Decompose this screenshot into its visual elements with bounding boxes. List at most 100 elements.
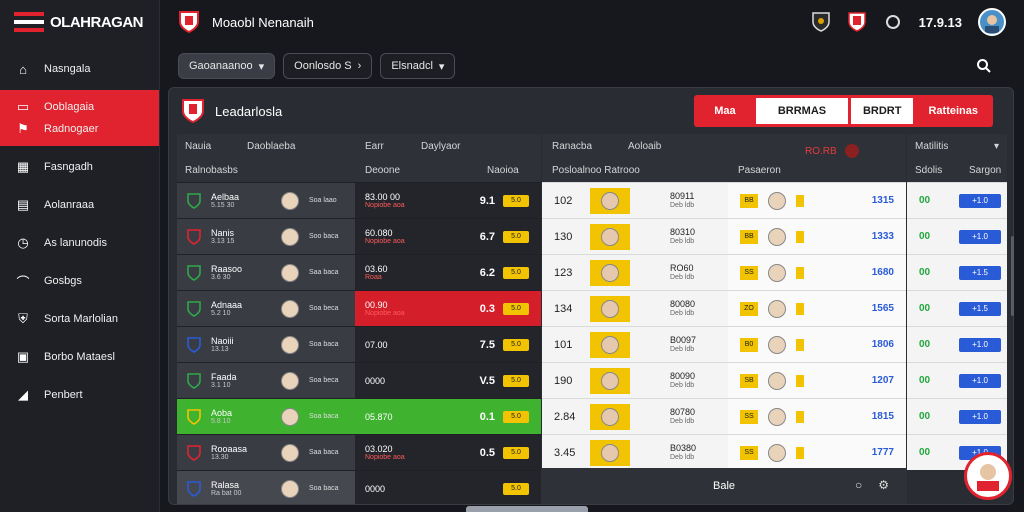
player-info: 80080 Deb ldb [670,299,695,319]
search-icon[interactable] [976,58,992,74]
table-row[interactable]: 00 +1.0 [907,326,1007,362]
score-value: 03.60 [365,264,388,274]
power-icon[interactable] [883,12,903,32]
odds-button[interactable]: 5.0 [503,374,529,387]
table-row[interactable]: SS 1777 [728,434,906,470]
header-alert[interactable]: RO.RB [805,144,859,158]
rating-badge: BB [740,193,758,208]
refresh-icon[interactable]: ○ [854,478,863,492]
table-row[interactable]: Naoiii 13.13 Soa baca 07.00 7.5 5.0 [177,326,541,362]
table-row[interactable]: B0 1806 [728,326,906,362]
team-name: Ralasa [211,480,240,490]
handicap-button[interactable]: +1.0 [959,337,1001,352]
scrollbar[interactable] [1011,236,1014,316]
table-row[interactable]: ZO 1565 [728,290,906,326]
shield-icon: ⛨ [18,311,28,326]
settings-icon[interactable]: ⚙ [878,478,889,492]
table-row[interactable]: 00 +1.0 [907,362,1007,398]
table-row[interactable]: Ralasa Ra bat 00 Soa baca 0000 5.0 [177,470,541,504]
sidebar-item-sorta[interactable]: ⛨ Sorta Marlolian [0,300,159,338]
club-badge-red-icon[interactable] [847,11,867,33]
player-info: B0097 Deb ldb [670,335,696,355]
user-avatar[interactable] [978,8,1006,36]
filter-dropdown-3[interactable]: Elsnadcl ▾ [380,53,456,79]
player-name: Soo baca [309,233,339,240]
handicap-button[interactable]: +1.0 [959,373,1001,388]
sidebar-item-fasngadh[interactable]: ▦ Fasngadh [0,148,159,186]
table-row[interactable]: Nanis 3.13 15 Soo baca 60.080 Nopiobe aoa 6.7… [177,218,541,254]
sidebar-item-aslanunodis[interactable]: ◷ As lanunodis [0,224,159,262]
team-name: Adnaaa [211,300,243,310]
tab-brrmas[interactable]: BRRMAS [755,98,848,124]
filter-dropdown-1[interactable]: Gaoanaanoo ▾ [178,53,276,79]
chevron-down-icon[interactable]: ▾ [993,140,999,152]
clock-time: 17.9.13 [918,14,962,30]
table-row[interactable]: 00 +1.0 [907,218,1007,254]
handicap-button[interactable]: +1.5 [959,265,1001,280]
team-shield-icon [187,336,201,353]
table-row[interactable]: SS 1680 [728,254,906,290]
odds-button[interactable]: 5.0 [503,302,529,315]
sidebar-item-borbo[interactable]: ▣ Borbo Mataesl [0,338,159,376]
handicap-button[interactable]: +1.5 [959,301,1001,316]
score-cell: 05.870 [365,412,393,422]
team-shield-icon [187,408,201,425]
table-row[interactable]: Raasoo 3.6 30 Saa baca 03.60 Roaa 6.2 5.0 [177,254,541,290]
team-shield-icon [187,264,201,281]
odds-button[interactable]: 5.0 [503,482,529,495]
grid-icon: ▣ [16,349,30,364]
floating-player-avatar[interactable] [964,452,1012,500]
sidebar-item-label: Penbert [44,389,83,401]
team-cell: Nanis 3.13 15 [211,228,234,245]
sidebar-item-home[interactable]: ⌂ Nasngala [0,50,159,88]
club-badge-icon[interactable] [811,11,831,33]
table-row[interactable]: 00 +1.0 [907,398,1007,434]
table-row[interactable]: BB 1315 [728,182,906,218]
odds-button[interactable]: 5.0 [503,446,529,459]
sidebar-item-active-group[interactable]: ▭ ⚑ Ooblagaia Radnogaer [0,90,159,146]
table-row[interactable]: SS 1815 [728,398,906,434]
score-note: Nopiobe aoa [365,310,405,317]
sidebar: OLAHRAGAN ⌂ Nasngala ▭ ⚑ Ooblagaia Radno… [0,0,160,512]
table-row[interactable]: 00 +1.5 [907,290,1007,326]
chart-icon: ▤ [16,197,30,212]
tab-maa[interactable]: Maa [714,105,736,117]
rating-badge: BB [740,229,758,244]
odds-button[interactable]: 5.0 [503,410,529,423]
table-row[interactable]: SB 1207 [728,362,906,398]
team-name: Rooaasa [211,444,248,454]
odds-button[interactable]: 5.0 [503,230,529,243]
tab-ratteinas[interactable]: Ratteinas [928,105,978,117]
sidebar-item-aolanraaa[interactable]: ▤ Aolanraaa [0,186,159,224]
filter-dropdown-2[interactable]: Oonlosdo S › [283,53,373,79]
team-name: Raasoo [211,264,243,274]
odds-button[interactable]: 5.0 [503,338,529,351]
handicap-button[interactable]: +1.0 [959,229,1001,244]
table-row[interactable]: Adnaaa 5.2 10 Soa beca 00.90 Nopiobe aoa 0.3 5… [177,290,541,326]
points-value: 1806 [871,339,894,350]
table-row[interactable]: Rooaasa 13.30 Saa baca 03.020 Nopiobe aoa 0.5… [177,434,541,470]
tab-brdrt[interactable]: BRDRT [850,98,914,124]
table-row[interactable]: Aoba 5.8 10 Soa baca 05.870 0.1 5.0 [177,398,541,434]
handicap-button[interactable]: +1.0 [959,193,1001,208]
table-row[interactable]: 00 +1.5 [907,254,1007,290]
table-row[interactable]: Aelbaa 5.15 30 Soa laao 83.00 00 Nopiobe aoa… [177,182,541,218]
odds-button[interactable]: 5.0 [503,194,529,207]
team-cell: Naoiii 13.13 [211,336,234,353]
player-avatar [601,263,619,282]
odds-button[interactable]: 5.0 [503,266,529,279]
table-row[interactable]: 00 +1.0 [907,182,1007,218]
right-table: Matilitis ▾ Sdolis Sargon 00 +1.0 00 +1.0 00… [907,134,1007,470]
flag-marker-icon [796,302,804,315]
goal-diff: 00 [919,447,931,458]
clock-icon: ◷ [17,235,29,250]
table-row[interactable]: BB 1333 [728,218,906,254]
table-row[interactable]: Faada 3.1 10 Soa beca 0000 V.5 5.0 [177,362,541,398]
app-logo[interactable]: OLAHRAGAN [0,0,159,44]
handicap-button[interactable]: +1.0 [959,409,1001,424]
bottom-drawer-handle[interactable] [466,506,588,512]
sidebar-item-gosbgs[interactable]: ⌒ Gosbgs [0,262,159,300]
rank-number: 101 [554,338,573,351]
sidebar-item-penbert[interactable]: ◢ Penbert [0,376,159,414]
player-card [590,295,630,322]
